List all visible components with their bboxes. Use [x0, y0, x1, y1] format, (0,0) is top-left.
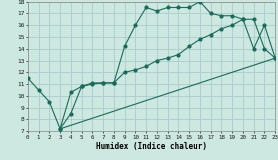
X-axis label: Humidex (Indice chaleur): Humidex (Indice chaleur): [96, 142, 207, 152]
